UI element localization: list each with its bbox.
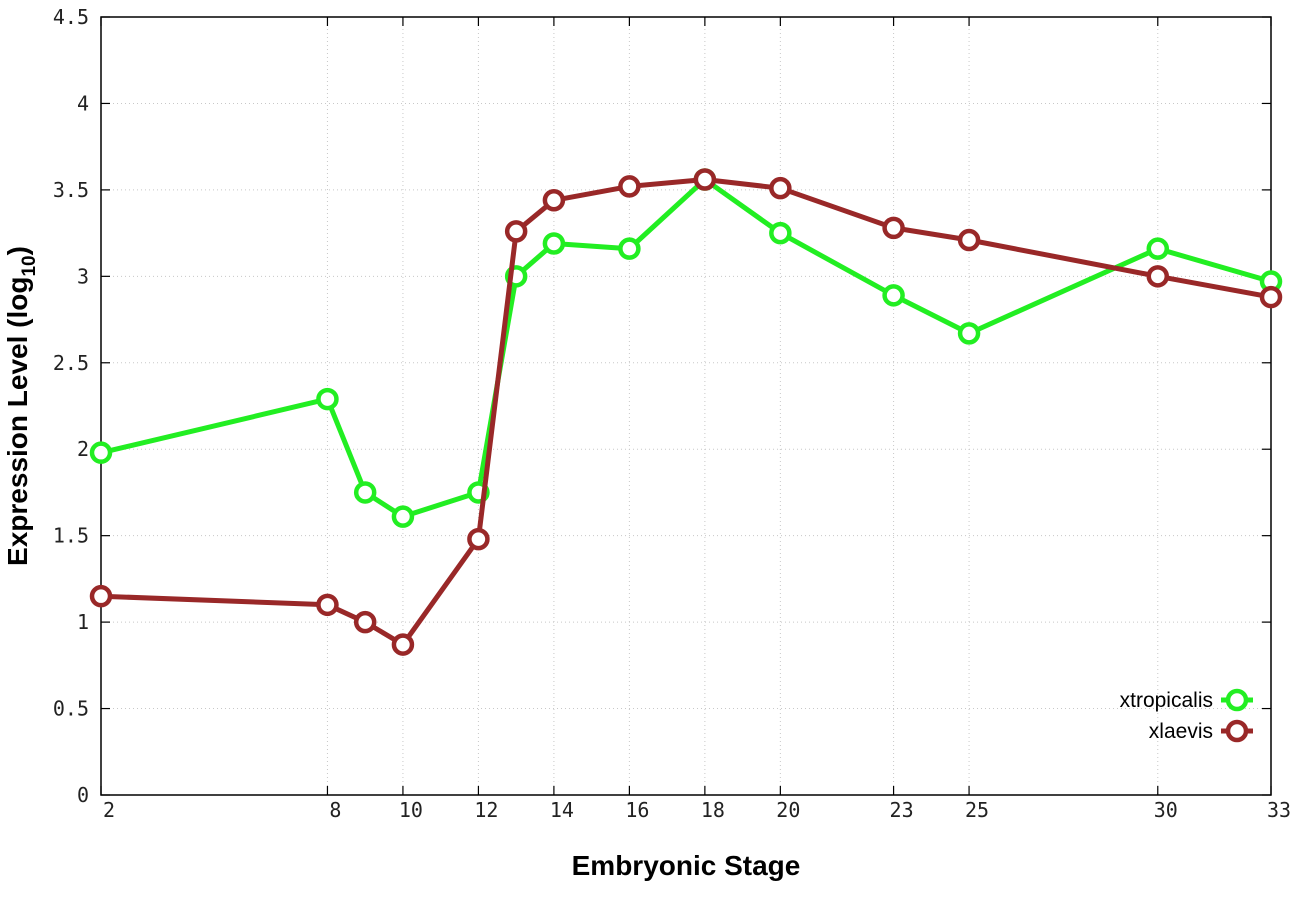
x-tick-label: 14 xyxy=(550,798,574,822)
y-axis-title-subscript: 10 xyxy=(19,255,40,276)
x-tick-label: 2 xyxy=(103,798,115,822)
data-point-xlaevis xyxy=(693,168,717,191)
y-tick-label: 0 xyxy=(77,783,89,807)
series-xtropicalis xyxy=(89,168,1283,528)
x-tick-label: 8 xyxy=(329,798,341,822)
data-point-xlaevis xyxy=(504,220,528,243)
y-axis-title: Expression Level (log10) xyxy=(2,246,40,566)
data-point-xlaevis xyxy=(1259,285,1283,309)
data-point-xtropicalis xyxy=(353,481,377,504)
data-point-xtropicalis xyxy=(618,237,641,260)
series-layer xyxy=(89,168,1283,656)
data-point-xlaevis xyxy=(316,593,339,617)
y-tick-label: 1 xyxy=(77,610,89,634)
y-tick-label: 2 xyxy=(77,437,89,461)
y-tick-label: 0.5 xyxy=(53,697,89,721)
data-point-xtropicalis xyxy=(957,322,981,345)
series-line-xtropicalis xyxy=(100,177,1272,520)
x-tick-label: 33 xyxy=(1267,798,1291,822)
data-point-xlaevis xyxy=(957,228,981,252)
x-axis-title: Embryonic Stage xyxy=(572,850,801,881)
x-tick-label: 16 xyxy=(625,798,649,822)
data-point-xlaevis xyxy=(769,176,792,200)
data-point-xtropicalis xyxy=(391,505,415,528)
ticks-layer: 0 0.5 1 1.5 2 2.5 3 3.5 4 4.5 2 8 10 12 14 16 18 20 23 25 30… xyxy=(53,5,1291,822)
legend: xtropicalis xlaevis xyxy=(1120,688,1253,743)
data-point-xtropicalis xyxy=(89,441,113,464)
x-tick-label: 18 xyxy=(701,798,725,822)
data-point-xtropicalis xyxy=(316,387,339,411)
data-point-xlaevis xyxy=(542,189,566,212)
legend-marker-xtropicalis xyxy=(1225,688,1249,712)
legend-marker-xlaevis xyxy=(1225,719,1249,743)
data-point-xlaevis xyxy=(391,633,415,656)
data-point-xtropicalis xyxy=(882,284,905,307)
data-point-xtropicalis xyxy=(769,221,792,245)
data-point-xlaevis xyxy=(882,216,905,240)
y-tick-label: 2.5 xyxy=(53,351,89,375)
plot-frame xyxy=(100,16,1272,796)
legend-label-xtropicalis: xtropicalis xyxy=(1120,689,1213,712)
x-tick-label: 12 xyxy=(474,798,498,822)
y-axis-title-close: ) xyxy=(2,246,33,255)
data-point-xlaevis xyxy=(1146,265,1170,288)
y-axis-title-main: Expression Level (log xyxy=(2,277,33,566)
x-tick-label: 20 xyxy=(776,798,800,822)
x-tick-label: 23 xyxy=(890,798,914,822)
data-point-xtropicalis xyxy=(1146,237,1170,260)
x-tick-label: 30 xyxy=(1154,798,1178,822)
y-tick-label: 4 xyxy=(77,91,89,115)
x-tick-label: 10 xyxy=(399,798,423,822)
data-point-xlaevis xyxy=(618,175,641,198)
y-tick-label: 3.5 xyxy=(53,178,89,202)
data-point-xlaevis xyxy=(353,610,377,634)
y-tick-label: 3 xyxy=(77,264,89,288)
y-tick-label: 1.5 xyxy=(53,524,89,548)
grid-layer xyxy=(101,17,1271,795)
series-xlaevis xyxy=(89,168,1283,656)
data-point-xlaevis xyxy=(467,527,490,551)
y-tick-label: 4.5 xyxy=(53,5,89,29)
data-point-xtropicalis xyxy=(542,232,566,255)
x-tick-label: 25 xyxy=(965,798,989,822)
data-point-xlaevis xyxy=(89,584,113,608)
legend-label-xlaevis: xlaevis xyxy=(1149,720,1213,743)
